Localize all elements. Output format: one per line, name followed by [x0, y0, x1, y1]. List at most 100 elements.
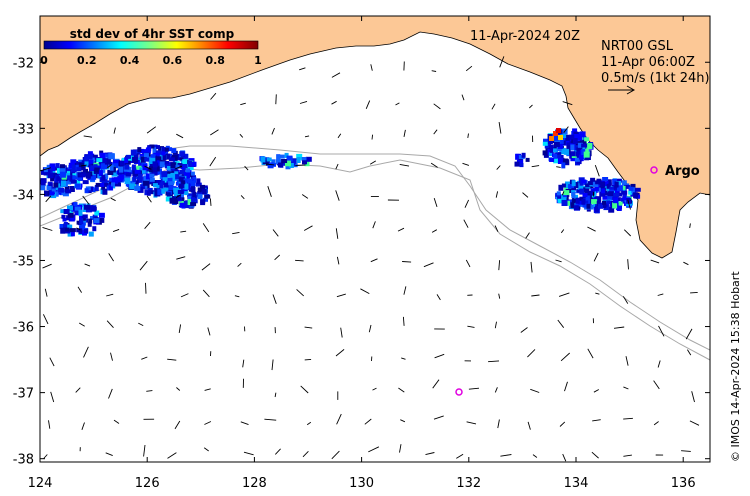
- sst-pixel: [87, 159, 94, 164]
- sst-pixel: [204, 194, 211, 199]
- current-vector: [433, 197, 438, 208]
- sst-pixel: [83, 168, 88, 174]
- sst-pixel: [56, 176, 62, 182]
- sst-pixel: [152, 183, 158, 188]
- current-vector: [650, 259, 660, 264]
- current-vector: [613, 326, 625, 329]
- sst-pixel: [262, 160, 269, 165]
- current-vector: [498, 293, 501, 299]
- current-vector: [48, 420, 51, 429]
- current-vector: [50, 391, 55, 403]
- current-vector: [627, 199, 631, 210]
- current-vector: [203, 447, 209, 452]
- sst-pixel: [146, 190, 151, 196]
- current-vector: [462, 162, 470, 166]
- current-vector: [467, 325, 475, 328]
- sst-pixel: [191, 197, 196, 204]
- sst-pixel: [573, 134, 580, 140]
- x-tick-label: 134: [564, 476, 589, 491]
- sst-pixel: [286, 155, 293, 161]
- sst-pixel: [78, 209, 83, 216]
- sst-pixel: [579, 131, 586, 138]
- current-vector: [560, 229, 565, 234]
- sst-pixel: [581, 143, 588, 148]
- current-vector: [204, 388, 211, 391]
- sst-pixel: [112, 163, 118, 169]
- sst-pixel: [70, 159, 77, 164]
- sst-pixel: [192, 176, 197, 183]
- sst-pixel: [67, 224, 73, 229]
- sst-pixel: [582, 139, 587, 146]
- sst-pixel: [577, 142, 583, 148]
- sst-pixel: [626, 197, 632, 204]
- sst-pixel: [561, 183, 566, 188]
- sst-pixel: [68, 215, 75, 222]
- sst-pixel: [152, 167, 157, 172]
- sst-pixel: [52, 172, 59, 178]
- current-vector: [176, 387, 181, 391]
- current-vector: [209, 156, 217, 167]
- current-vector: [202, 289, 210, 298]
- sst-pixel: [142, 164, 148, 171]
- sst-pixel: [581, 179, 587, 184]
- sst-pixel: [88, 231, 94, 237]
- sst-pixel: [519, 163, 524, 168]
- sst-pixel: [140, 184, 146, 190]
- sst-pixel: [187, 193, 194, 198]
- current-vector: [167, 452, 177, 459]
- sst-pixel-hot: [553, 131, 558, 136]
- current-vector: [432, 379, 440, 389]
- sst-pixel: [553, 153, 558, 159]
- sst-pixel: [154, 166, 160, 172]
- sst-pixel: [168, 181, 175, 186]
- sst-pixel: [74, 206, 81, 211]
- sst-pixel: [301, 157, 307, 161]
- current-vector: [272, 294, 277, 304]
- sst-pixel: [104, 158, 110, 163]
- sst-pixel: [179, 202, 185, 208]
- sst-pixel: [584, 137, 590, 142]
- y-axis: -32 -33 -34 -35 -36 -37 -38: [13, 56, 710, 468]
- sst-pixel: [562, 158, 569, 164]
- sst-pixel: [614, 189, 620, 194]
- sst-pixel: [278, 162, 283, 168]
- current-vector: [690, 291, 698, 294]
- sst-pixel: [120, 170, 125, 177]
- current-vector: [623, 417, 633, 420]
- sst-pixel: [63, 222, 68, 228]
- sst-pixel: [633, 192, 639, 199]
- current-vector: [434, 353, 445, 359]
- current-vector: [42, 263, 52, 269]
- sst-pixel: [59, 171, 66, 178]
- current-vector: [465, 65, 473, 72]
- sst-pixel: [105, 153, 112, 158]
- sst-pixel: [184, 172, 191, 179]
- x-tick-label: 130: [349, 476, 374, 491]
- sst-pixel: [134, 185, 141, 191]
- current-vector: [522, 192, 529, 198]
- current-vector: [500, 454, 512, 457]
- current-vector: [232, 231, 240, 235]
- current-vector: [683, 261, 689, 266]
- sst-pixel: [576, 180, 582, 187]
- sst-pixel: [80, 222, 85, 229]
- current-vector: [561, 191, 565, 196]
- sst-pixel: [279, 154, 285, 159]
- sst-pixel: [153, 152, 160, 158]
- y-tick-label: -34: [13, 188, 34, 203]
- sst-pixel: [64, 186, 70, 192]
- current-vector: [528, 104, 533, 109]
- current-vector: [397, 227, 405, 232]
- current-vector: [299, 100, 308, 104]
- sst-pixel: [84, 155, 90, 162]
- current-vector: [138, 322, 144, 327]
- sst-pixel: [542, 141, 548, 146]
- sst-pixel: [156, 184, 161, 191]
- current-vector: [372, 387, 377, 391]
- sst-pixel: [557, 194, 562, 200]
- sst-pixel: [165, 196, 172, 202]
- sst-pixel: [166, 153, 171, 160]
- sst-pixel: [149, 177, 155, 182]
- sst-pixel: [600, 181, 606, 188]
- sst-pixel: [553, 135, 559, 141]
